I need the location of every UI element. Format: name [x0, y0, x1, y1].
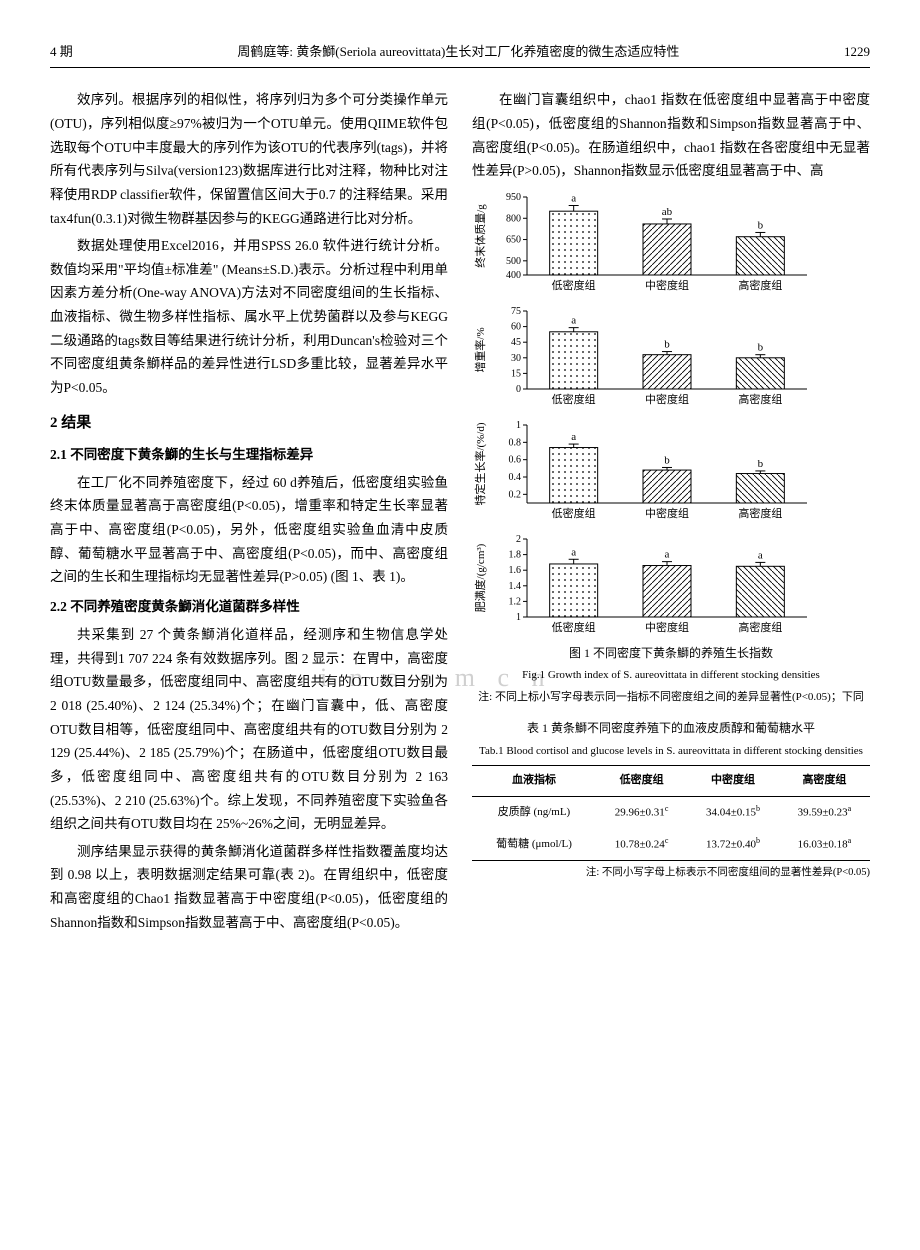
table-1-caption-cn: 表 1 黄条鰤不同密度养殖下的血液皮质醇和葡萄糖水平 [472, 718, 870, 740]
page-number: 1229 [844, 40, 870, 63]
para-results-cont: 在幽门盲囊组织中，chao1 指数在低密度组中显著高于中密度组(P<0.05)，… [472, 88, 870, 183]
svg-text:中密度组: 中密度组 [645, 278, 689, 292]
svg-text:1.4: 1.4 [509, 581, 522, 592]
table-header: 高密度组 [779, 766, 870, 797]
svg-text:0.2: 0.2 [509, 489, 522, 500]
svg-text:a: a [665, 549, 670, 561]
table-cell: 葡萄糖 (μmol/L) [472, 829, 596, 861]
table-cell: 34.04±0.15b [687, 797, 779, 829]
svg-text:60: 60 [511, 321, 521, 332]
svg-text:b: b [664, 338, 670, 350]
table-cell: 皮质醇 (ng/mL) [472, 797, 596, 829]
svg-text:a: a [571, 192, 576, 204]
table-header: 血液指标 [472, 766, 596, 797]
figure-1-caption-cn: 图 1 不同密度下黄条鰤的养殖生长指数 [472, 643, 870, 665]
para-methods-2: 数据处理使用Excel2016，并用SPSS 26.0 软件进行统计分析。数值均… [50, 234, 448, 399]
bar-chart: 0.2 0.4 0.6 0.8 1 特定生长率/(%/d) a 低密度组 b 中密度组 b 高密度组 [472, 415, 870, 523]
table-cell: 10.78±0.24c [596, 829, 687, 861]
svg-text:低密度组: 低密度组 [552, 620, 596, 634]
subsection-2-2-title: 2.2 不同养殖密度黄条鰤消化道菌群多样性 [50, 595, 448, 619]
table-1: 血液指标 低密度组 中密度组 高密度组 皮质醇 (ng/mL)29.96±0.3… [472, 765, 870, 861]
para-methods-1: 效序列。根据序列的相似性，将序列归为多个可分类操作单元(OTU)，序列相似度≥9… [50, 88, 448, 230]
svg-text:500: 500 [506, 256, 521, 267]
svg-text:高密度组: 高密度组 [738, 506, 782, 520]
right-column: 在幽门盲囊组织中，chao1 指数在低密度组中显著高于中密度组(P<0.05)，… [472, 88, 870, 938]
svg-text:中密度组: 中密度组 [645, 392, 689, 406]
svg-text:高密度组: 高密度组 [738, 620, 782, 634]
svg-text:2: 2 [516, 534, 521, 545]
svg-text:0.4: 0.4 [509, 472, 522, 483]
table-row: 皮质醇 (ng/mL)29.96±0.31c34.04±0.15b39.59±0… [472, 797, 870, 829]
figure-1-note: 注: 不同上标小写字母表示同一指标不同密度组之间的差异显著性(P<0.05)；下… [472, 688, 870, 708]
svg-text:高密度组: 高密度组 [738, 392, 782, 406]
table-header: 中密度组 [687, 766, 779, 797]
para-results-3: 测序结果显示获得的黄条鰤消化道菌群多样性指数覆盖度均达到 0.98 以上，表明数… [50, 840, 448, 935]
svg-text:a: a [571, 315, 576, 327]
svg-text:b: b [758, 342, 764, 354]
running-title: 周鹤庭等: 黄条鰤(Seriola aureovittata)生长对工厂化养殖密… [237, 40, 679, 63]
svg-text:b: b [664, 454, 670, 466]
svg-text:高密度组: 高密度组 [738, 278, 782, 292]
svg-text:0.8: 0.8 [509, 437, 522, 448]
svg-text:增重率/%: 增重率/% [473, 327, 487, 372]
svg-text:75: 75 [511, 306, 521, 317]
svg-text:中密度组: 中密度组 [645, 620, 689, 634]
svg-text:800: 800 [506, 213, 521, 224]
section-2-title: 2 结果 [50, 410, 448, 437]
left-column: 效序列。根据序列的相似性，将序列归为多个可分类操作单元(OTU)，序列相似度≥9… [50, 88, 448, 938]
figure-1-caption-en: Fig.1 Growth index of S. aureovittata in… [472, 666, 870, 686]
table-1-note: 注: 不同小写字母上标表示不同密度组间的显著性差异(P<0.05) [472, 864, 870, 883]
table-1-caption-en: Tab.1 Blood cortisol and glucose levels … [472, 742, 870, 762]
subsection-2-1-title: 2.1 不同密度下黄条鰤的生长与生理指标差异 [50, 443, 448, 467]
content-columns: 效序列。根据序列的相似性，将序列归为多个可分类操作单元(OTU)，序列相似度≥9… [50, 88, 870, 938]
svg-text:ab: ab [662, 206, 673, 218]
svg-text:1.2: 1.2 [509, 596, 522, 607]
svg-text:中密度组: 中密度组 [645, 506, 689, 520]
svg-text:0: 0 [516, 384, 521, 395]
svg-text:1: 1 [516, 420, 521, 431]
svg-text:b: b [758, 458, 764, 470]
svg-text:特定生长率/(%/d): 特定生长率/(%/d) [473, 422, 487, 505]
para-results-2: 共采集到 27 个黄条鰤消化道样品，经测序和生物信息学处理，共得到1 707 2… [50, 623, 448, 836]
figure-1-charts: 400500650800950终末体质量/ga低密度组ab中密度组b高密度组 0… [472, 187, 870, 637]
svg-text:低密度组: 低密度组 [552, 392, 596, 406]
svg-text:低密度组: 低密度组 [552, 278, 596, 292]
para-results-1: 在工厂化不同养殖密度下，经过 60 d养殖后，低密度组实验鱼终末体质量显著高于高… [50, 471, 448, 589]
svg-text:45: 45 [511, 337, 521, 348]
svg-text:肥满度/(g/cm³): 肥满度/(g/cm³) [473, 543, 487, 612]
svg-text:终末体质量/g: 终末体质量/g [473, 204, 487, 268]
svg-text:低密度组: 低密度组 [552, 506, 596, 520]
bar-chart: 1 1.2 1.4 1.6 1.8 2 肥满度/(g/cm³) a 低密度组 a 中密度组 a 高密度组 [472, 529, 870, 637]
svg-text:15: 15 [511, 368, 521, 379]
table-cell: 16.03±0.18a [779, 829, 870, 861]
table-cell: 13.72±0.40b [687, 829, 779, 861]
svg-text:1.8: 1.8 [509, 549, 522, 560]
page-header: 4 期 周鹤庭等: 黄条鰤(Seriola aureovittata)生长对工厂… [50, 40, 870, 68]
svg-text:a: a [571, 431, 576, 443]
svg-text:b: b [758, 219, 764, 231]
table-cell: 39.59±0.23a [779, 797, 870, 829]
bar-chart: 0 15 30 45 60 75 增重率/% a 低密度组 b 中密度组 b 高密度组 [472, 301, 870, 409]
table-cell: 29.96±0.31c [596, 797, 687, 829]
svg-text:950: 950 [506, 192, 521, 203]
issue-label: 4 期 [50, 40, 73, 63]
table-header: 低密度组 [596, 766, 687, 797]
svg-text:30: 30 [511, 353, 521, 364]
bar-chart: 400 500 650 800 950 终末体质量/g a 低密度组 ab 中密度组 b 高密度组 [472, 187, 870, 295]
svg-text:a: a [571, 546, 576, 558]
svg-text:400: 400 [506, 270, 521, 281]
table-row: 葡萄糖 (μmol/L)10.78±0.24c13.72±0.40b16.03±… [472, 829, 870, 861]
svg-text:1.6: 1.6 [509, 565, 522, 576]
svg-text:650: 650 [506, 234, 521, 245]
svg-text:0.6: 0.6 [509, 455, 522, 466]
svg-text:1: 1 [516, 612, 521, 623]
svg-text:a: a [758, 549, 763, 561]
